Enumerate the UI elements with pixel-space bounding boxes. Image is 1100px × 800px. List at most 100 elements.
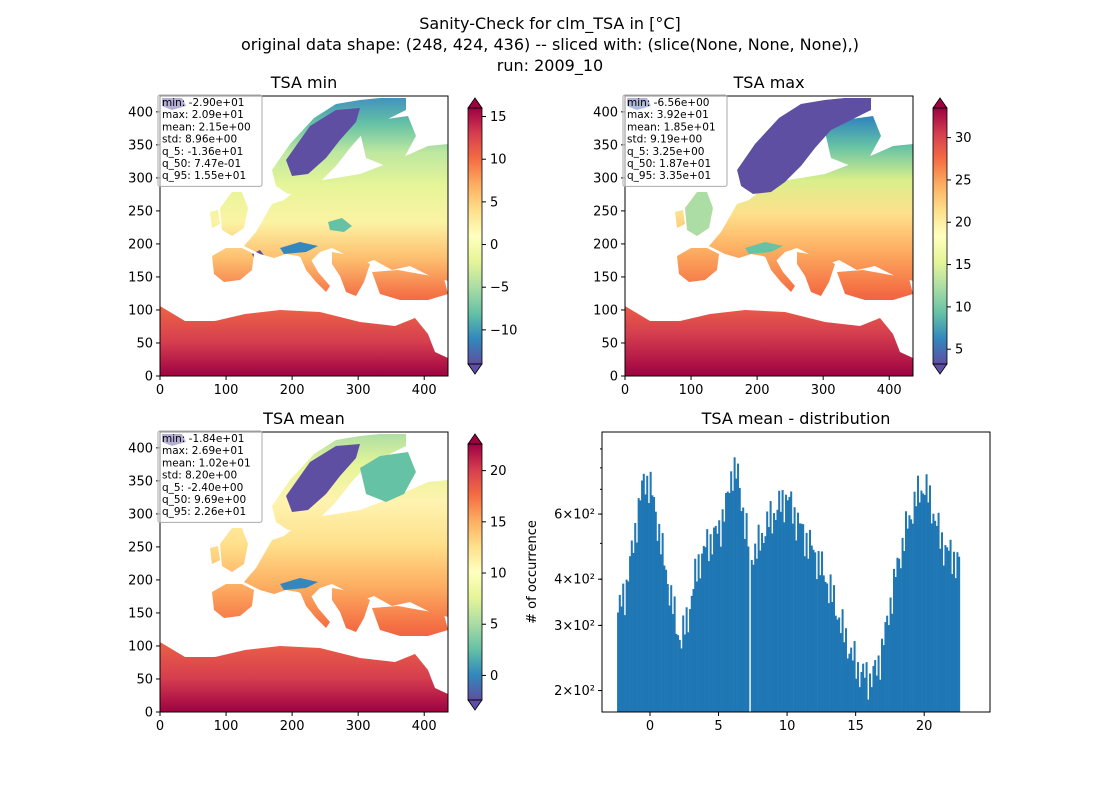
x-tick-label: 0 <box>156 719 164 734</box>
x-tick-label: 200 <box>280 383 305 398</box>
histogram-bar <box>810 545 813 712</box>
histogram-bar <box>683 634 686 712</box>
y-tick-label: 250 <box>128 204 153 219</box>
histogram-bar <box>757 524 760 712</box>
histogram-bar <box>857 662 860 712</box>
histogram-bar <box>846 658 849 712</box>
colorbar-tick-label: 30 <box>955 131 972 146</box>
histogram-bar <box>713 527 716 712</box>
x-tick-label: 200 <box>280 719 305 734</box>
histogram-bar <box>872 666 875 712</box>
histogram-bar <box>812 549 815 712</box>
histogram-bar <box>653 497 656 712</box>
panel-title: TSA max <box>732 73 804 92</box>
histogram-bar <box>829 574 832 712</box>
histogram-bar <box>646 475 649 712</box>
histogram-bar <box>881 638 884 712</box>
stats-line: q_95: 3.35e+01 <box>627 170 711 182</box>
histogram-bar <box>893 568 896 712</box>
colorbar-extend-min <box>932 363 948 375</box>
histogram-bar <box>819 575 822 712</box>
y-tick-label: 250 <box>128 540 153 555</box>
histogram-bar <box>639 500 642 712</box>
histogram-bar <box>807 558 810 712</box>
histogram-bar <box>620 606 623 712</box>
histogram-bar <box>803 556 806 712</box>
histogram-bar <box>887 625 890 712</box>
histogram-bar <box>898 558 901 712</box>
histogram-bar <box>838 617 841 712</box>
y-tick-label: 150 <box>128 606 153 621</box>
histogram-bar <box>745 513 748 712</box>
y-tick-label: 200 <box>128 237 153 252</box>
histogram-bar <box>742 507 745 712</box>
colorbar-gradient <box>468 444 482 700</box>
histogram-bar <box>625 579 628 712</box>
histogram-bar <box>689 609 692 712</box>
histogram-bar <box>930 523 933 712</box>
colorbar: 15 10 5 0 −5 −10 <box>467 97 517 375</box>
histogram-bar <box>855 678 858 712</box>
y-tick-label: 0 <box>145 706 153 721</box>
stats-line: mean: 1.85e+01 <box>627 121 716 133</box>
stats-line: max: 2.09e+01 <box>162 109 244 121</box>
y-tick-label: 400 <box>593 105 618 120</box>
stats-box-background <box>157 94 263 187</box>
histogram-bar <box>737 463 740 712</box>
plot-frame <box>624 95 914 377</box>
histogram-bar <box>680 648 683 712</box>
histogram-bar <box>788 496 791 712</box>
histogram-bar <box>714 525 717 712</box>
panel-title: TSA mean - distribution <box>701 409 891 428</box>
histogram-bar <box>685 607 688 712</box>
y-tick-label: 0 <box>610 370 618 385</box>
histogram-bar <box>632 552 635 712</box>
histogram-bar <box>707 561 710 712</box>
stats-line: q_5: -1.36e+01 <box>162 146 243 158</box>
histogram-bar <box>769 501 772 712</box>
histogram-bar <box>942 565 945 712</box>
histogram-bar <box>634 522 637 712</box>
y-tick-label: 100 <box>128 303 153 318</box>
histogram-bar <box>654 511 657 712</box>
x-axis: 0 100 200 300 400 <box>621 376 902 398</box>
histogram-bar <box>875 675 878 712</box>
histogram-bar <box>747 546 750 712</box>
y-tick-label: 350 <box>593 138 618 153</box>
histogram-bar <box>891 613 894 712</box>
histogram-bar <box>894 577 897 712</box>
histogram-bar <box>725 492 728 712</box>
histogram-bar <box>766 511 769 712</box>
figure-title: Sanity-Check for clm_TSA in [°C] origina… <box>241 14 859 76</box>
histogram-bar <box>884 622 887 712</box>
histogram-bar <box>860 671 863 712</box>
figure-title-line-2: original data shape: (248, 424, 436) -- … <box>241 35 859 54</box>
x-tick-label: 0 <box>646 719 654 734</box>
histogram-bar <box>798 523 801 712</box>
y-axis: 0 50 100 150 200 250 300 350 400 <box>128 441 160 721</box>
panel-title: TSA mean <box>262 409 345 428</box>
histogram-bar <box>795 540 798 712</box>
y-tick-label: 350 <box>128 474 153 489</box>
histogram-bar <box>817 551 820 712</box>
map-features <box>685 98 871 254</box>
colorbar-tick-label: 5 <box>955 343 963 358</box>
histogram-bar <box>841 609 844 712</box>
histogram-bar <box>865 662 868 712</box>
histogram-bar <box>826 583 829 712</box>
colorbar: 30 25 20 15 10 5 <box>932 97 972 375</box>
colorbar-tick-label: 25 <box>955 173 972 188</box>
y-axis: 0 50 100 150 200 250 300 350 400 <box>593 105 625 385</box>
histogram-bar <box>663 565 666 712</box>
histogram-bar <box>709 534 712 712</box>
stats-line: max: 3.92e+01 <box>627 109 709 121</box>
histogram-bar <box>718 520 721 712</box>
x-tick-label: 400 <box>412 383 437 398</box>
stats-line: std: 8.96e+00 <box>162 134 237 146</box>
histogram-bar <box>947 550 950 712</box>
histogram-bar <box>752 564 755 712</box>
histogram-bar <box>922 493 925 712</box>
histogram-bar <box>673 596 676 712</box>
histogram-bar <box>692 588 695 712</box>
